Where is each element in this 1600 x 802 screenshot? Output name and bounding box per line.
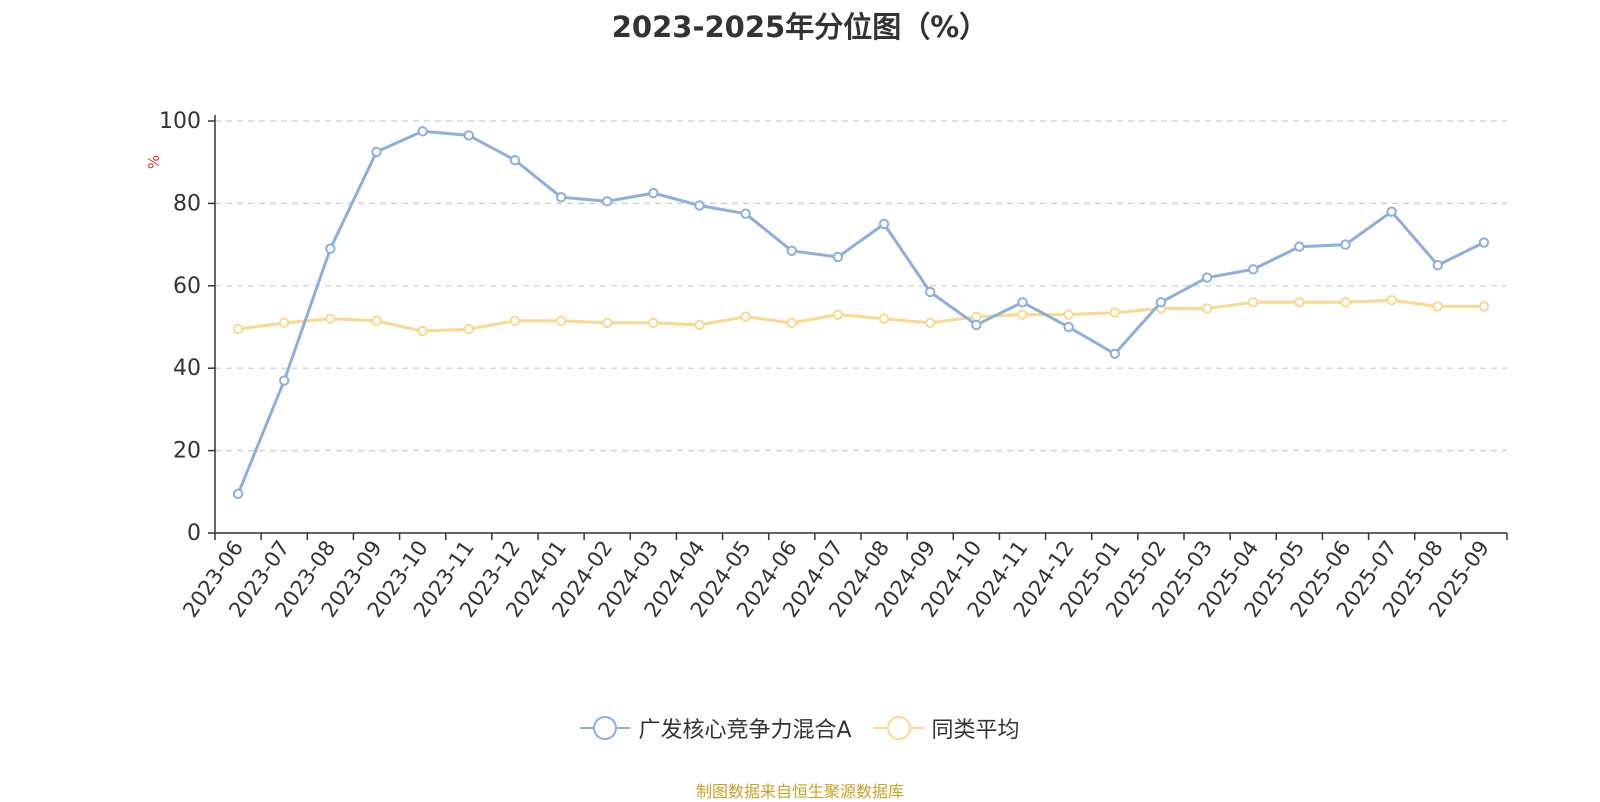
chart-title: 2023-2025年分位图（%） [611, 10, 989, 44]
data-point-0-2025-09 [1478, 237, 1490, 248]
data-point-0-2024-08 [878, 218, 890, 230]
y-tick-label-80: 80 [173, 191, 201, 216]
data-point-1-2024-07 [832, 309, 844, 320]
data-point-0-2023-09 [371, 146, 382, 158]
y-tick-label-40: 40 [173, 356, 201, 381]
data-point-1-2025-04 [1248, 297, 1259, 308]
data-point-0-2025-03 [1201, 272, 1213, 283]
data-point-1-2024-06 [786, 317, 797, 329]
legend-label-average: 同类平均 [931, 718, 1020, 743]
data-point-0-2025-01 [1109, 348, 1120, 359]
series-line-0 [236, 129, 1485, 495]
data-point-1-2024-12 [1063, 309, 1074, 320]
data-point-0-2025-05 [1294, 241, 1305, 252]
data-point-1-2024-01 [555, 315, 567, 327]
data-point-1-2023-10 [417, 325, 428, 337]
y-axis-label: % [145, 155, 163, 169]
data-point-1-2023-11 [463, 323, 474, 335]
data-point-1-2024-04 [694, 319, 705, 331]
data-point-0-2025-07 [1386, 206, 1397, 217]
series-lines [232, 126, 1490, 500]
legend-swatch-fund [580, 716, 631, 740]
data-point-0-2024-09 [925, 286, 936, 298]
data-point-1-2025-06 [1340, 297, 1351, 308]
data-point-0-2024-01 [555, 192, 567, 203]
data-point-1-2025-05 [1294, 297, 1305, 308]
data-point-1-2023-12 [509, 315, 521, 327]
data-point-1-2024-09 [925, 317, 936, 329]
data-point-1-2024-05 [740, 311, 751, 322]
data-point-1-2025-09 [1478, 301, 1490, 312]
data-point-1-2025-03 [1201, 303, 1213, 314]
y-tick-label-20: 20 [173, 439, 201, 464]
data-point-0-2024-07 [832, 251, 844, 263]
legend-item-average[interactable]: 同类平均 [873, 712, 1020, 744]
y-tick-label-60: 60 [173, 274, 201, 299]
data-point-0-2024-06 [786, 245, 797, 256]
data-point-0-2023-12 [509, 154, 521, 166]
data-point-0-2023-06 [232, 488, 244, 500]
legend: 广发核心竞争力混合A 同类平均 [0, 712, 1600, 744]
series-line-1 [237, 298, 1484, 333]
data-point-1-2024-10 [971, 311, 982, 322]
legend-item-fund[interactable]: 广发核心竞争力混合A [580, 712, 852, 744]
data-point-1-2024-02 [602, 317, 613, 329]
data-point-0-2025-06 [1340, 239, 1351, 250]
data-point-1-2025-07 [1386, 295, 1397, 306]
data-point-0-2025-02 [1155, 297, 1167, 308]
data-point-0-2024-12 [1063, 321, 1074, 333]
data-point-0-2025-04 [1248, 264, 1259, 275]
data-point-0-2024-11 [1017, 297, 1028, 308]
data-point-0-2024-03 [648, 187, 659, 199]
data-point-1-2023-09 [371, 315, 382, 327]
data-point-1-2023-07 [279, 317, 290, 329]
data-point-1-2023-08 [325, 313, 336, 324]
data-point-1-2024-08 [878, 313, 890, 324]
y-tick-label-0: 0 [187, 521, 201, 546]
data-point-0-2023-07 [279, 375, 290, 386]
data-source-note: 制图数据来自恒生聚源数据库 [695, 782, 904, 801]
data-point-1-2024-11 [1017, 309, 1028, 320]
data-point-0-2024-10 [971, 319, 982, 331]
data-point-1-2023-06 [232, 323, 244, 335]
legend-label-fund: 广发核心竞争力混合A [638, 718, 852, 743]
data-point-1-2025-08 [1432, 301, 1443, 312]
grid-lines [215, 120, 1507, 452]
data-point-0-2025-08 [1432, 260, 1443, 271]
data-point-1-2025-01 [1109, 307, 1120, 318]
data-point-0-2024-04 [694, 200, 705, 211]
data-point-0-2024-05 [740, 208, 751, 219]
legend-swatch-average [873, 716, 924, 740]
y-tick-label-100: 100 [159, 109, 201, 134]
data-point-0-2024-02 [602, 196, 613, 207]
data-point-1-2024-03 [648, 317, 659, 329]
data-point-0-2023-11 [463, 130, 474, 141]
data-point-0-2023-08 [325, 243, 336, 254]
data-point-0-2023-10 [417, 126, 428, 137]
